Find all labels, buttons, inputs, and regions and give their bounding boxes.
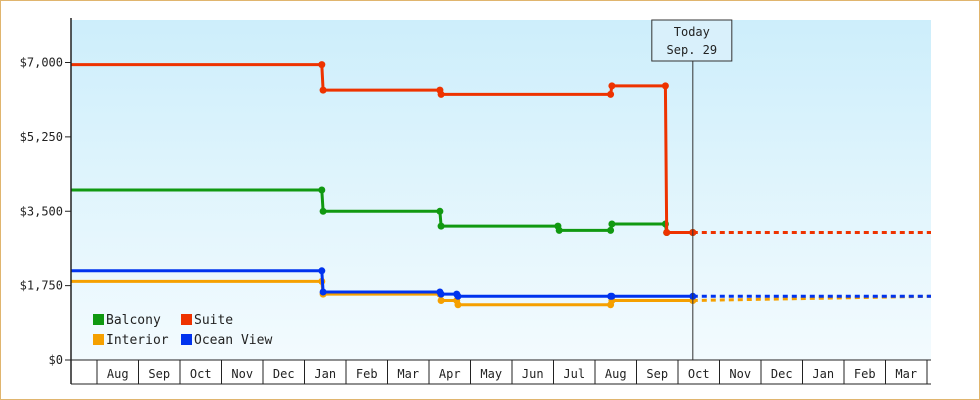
y-tick-label: $0 (49, 353, 63, 367)
data-point-balcony (608, 220, 616, 228)
x-tick-label-mar: Mar (397, 367, 419, 381)
x-tick-label-oct: Oct (190, 367, 212, 381)
legend-swatch-balcony (93, 314, 104, 325)
data-point-suite (661, 82, 669, 90)
y-tick-label: $7,000 (20, 56, 63, 70)
data-point-ocean-view (437, 290, 445, 298)
data-point-interior (437, 297, 445, 304)
today-label: Today (674, 25, 710, 39)
data-point-suite (608, 82, 616, 90)
x-tick-label-nov: Nov (729, 367, 751, 381)
today-box (651, 19, 733, 62)
legend-swatch-suite (181, 314, 192, 325)
data-point-ocean-view (608, 292, 616, 300)
legend-swatch-ocean-view (181, 334, 192, 345)
legend-label-ocean-view: Ocean View (194, 333, 272, 348)
data-point-ocean-view (454, 292, 462, 300)
legend-label-suite: Suite (194, 313, 233, 328)
x-tick-label-feb: Feb (854, 367, 876, 381)
legend-label-balcony: Balcony (106, 313, 161, 328)
x-tick-label-aug: Aug (605, 367, 627, 381)
x-tick-label-jan: Jan (314, 367, 336, 381)
today-date: Sep. 29 (667, 43, 718, 57)
legend-swatch-interior (93, 334, 104, 345)
x-tick-label-sep: Sep (646, 367, 668, 381)
data-point-ocean-view (319, 288, 327, 296)
x-tick-label-may: May (480, 367, 502, 381)
y-tick-label: $5,250 (20, 130, 63, 144)
x-tick-label-aug: Aug (107, 367, 129, 381)
legend-label-interior: Interior (106, 333, 169, 348)
data-point-balcony (555, 226, 563, 234)
data-point-suite (607, 90, 615, 98)
data-point-balcony (318, 186, 326, 194)
data-point-ocean-view (318, 267, 326, 275)
x-tick-label-apr: Apr (439, 367, 461, 381)
data-point-balcony (436, 207, 444, 215)
data-point-balcony (437, 222, 445, 230)
x-tick-label-feb: Feb (356, 367, 378, 381)
data-point-suite (663, 229, 671, 236)
x-tick-label-nov: Nov (231, 367, 253, 381)
x-tick-label-sep: Sep (148, 367, 170, 381)
data-point-suite (319, 86, 327, 94)
data-point-suite (318, 61, 326, 69)
data-point-suite (437, 90, 445, 98)
x-tick-label-jun: Jun (522, 367, 544, 381)
x-tick-label-mar: Mar (895, 367, 917, 381)
data-point-balcony (607, 226, 615, 234)
x-tick-label-jan: Jan (812, 367, 834, 381)
data-point-balcony (319, 207, 327, 215)
series-line-suite (71, 63, 693, 234)
data-point-interior (454, 301, 462, 309)
x-tick-label-dec: Dec (771, 367, 793, 381)
x-tick-label-oct: Oct (688, 367, 710, 381)
y-tick-label: $3,500 (20, 204, 63, 218)
y-tick-label: $1,750 (20, 279, 63, 293)
x-tick-label-dec: Dec (273, 367, 295, 381)
x-tick-label-jul: Jul (563, 367, 585, 381)
